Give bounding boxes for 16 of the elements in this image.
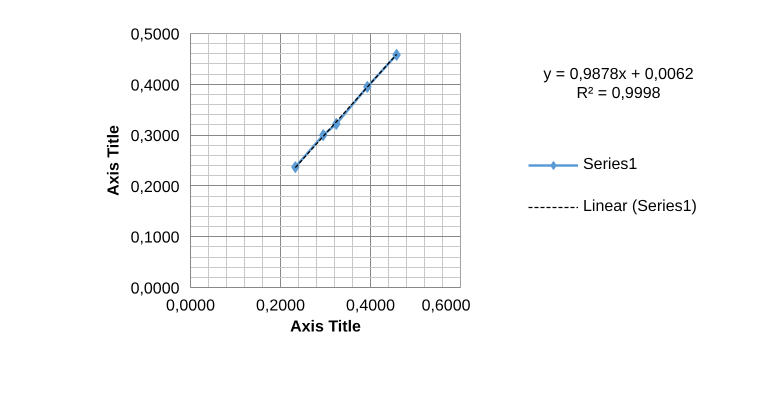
- legend-label: Series1: [583, 156, 638, 174]
- x-tick-label: 0,4000: [346, 298, 396, 314]
- text: y = 0,9878x + 0,0062: [543, 66, 694, 84]
- x-tick-label: 0,0000: [166, 298, 216, 314]
- x-tick-label: 0,6000: [422, 298, 471, 314]
- y-tick-label: 0,0000: [130, 280, 180, 298]
- y-tick-label: 0,5000: [130, 26, 180, 44]
- y-tick-label: 0,4000: [130, 77, 180, 94]
- y-axis-title: Axis Title: [106, 124, 123, 196]
- legend-label: Linear (Series1): [583, 198, 697, 216]
- y-tick-label: 0,2000: [130, 178, 180, 196]
- x-tick-label: 0,2000: [256, 298, 306, 314]
- x-axis-title: Axis Title: [290, 318, 362, 336]
- y-tick-label: 0,3000: [130, 128, 180, 146]
- y-tick-label: 0,1000: [130, 230, 180, 247]
- text: R² = 0,9998: [576, 85, 661, 102]
